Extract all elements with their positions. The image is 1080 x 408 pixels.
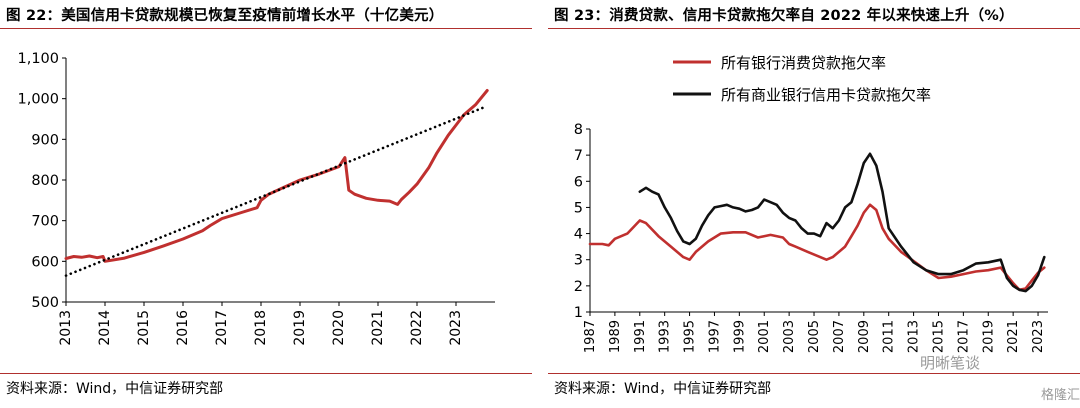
x-tick-label: 2015 [931, 320, 946, 353]
x-tick-label: 2017 [214, 310, 230, 346]
y-tick-label: 1,000 [17, 92, 59, 108]
y-tick-label: 600 [31, 254, 59, 270]
y-tick-label: 5 [574, 200, 583, 216]
x-tick-label: 2003 [782, 320, 797, 353]
x-tick-label: 2013 [58, 310, 74, 346]
x-tick-label: 2015 [136, 310, 152, 346]
y-tick-label: 700 [31, 214, 59, 230]
x-tick-label: 2021 [370, 310, 386, 346]
y-tick-label: 4 [574, 227, 583, 243]
y-tick-label: 7 [574, 148, 583, 164]
x-tick-label: 2022 [409, 310, 425, 346]
source-note: 资料来源：Wind，中信证券研究部 [554, 381, 772, 397]
trend-line [64, 105, 487, 277]
series-line-1 [638, 152, 1046, 293]
legend-label-0: 所有银行消费贷款拖欠率 [721, 54, 886, 72]
x-tick-label: 1991 [633, 320, 648, 353]
x-tick-label: 1993 [658, 320, 673, 353]
chart-panel-loans: 图 22：美国信用卡贷款规模已恢复至疫情前增长水平（十亿美元） 500 600 70… [0, 0, 532, 408]
title-divider [0, 28, 532, 29]
x-tick-label: 2018 [253, 310, 269, 346]
series-line-0 [64, 89, 489, 263]
x-tick-label: 2001 [757, 320, 772, 353]
chart-panel-delinquency: 图 23：消费贷款、信用卡贷款拖欠率自 2022 年以来快速上升（%） 1 2 3 4… [548, 0, 1080, 408]
source-note: 资料来源：Wind，中信证券研究部 [6, 381, 224, 397]
y-tick-label: 500 [31, 295, 59, 311]
x-tick-label: 2016 [175, 310, 191, 346]
x-tick-label: 2013 [907, 320, 922, 353]
y-tick-label: 8 [574, 122, 583, 138]
x-tick-label: 2019 [292, 310, 308, 346]
y-tick-label: 900 [31, 132, 59, 148]
x-tick-label: 1987 [583, 320, 598, 353]
x-tick-label: 2023 [448, 310, 464, 346]
x-tick-label: 1989 [608, 320, 623, 353]
x-tick-label: 2019 [981, 320, 996, 353]
x-tick-label: 2014 [97, 310, 113, 346]
x-tick-label: 1999 [732, 320, 747, 353]
y-tick-label: 3 [574, 253, 583, 269]
title-divider [548, 28, 1080, 29]
x-tick-label: 2023 [1031, 320, 1046, 353]
y-tick-label: 1 [574, 305, 583, 321]
y-tick-label: 800 [31, 173, 59, 189]
x-tick-label: 1995 [683, 320, 698, 353]
x-tick-label: 2005 [807, 320, 822, 353]
delinquency-rate-chart: 1 2 3 4 5 6 7 8 1987 1989 1991 1993 1995 1997 1999 2001… [574, 54, 1048, 353]
y-tick-label: 1,100 [17, 51, 59, 67]
x-tick-label: 2017 [956, 320, 971, 353]
series-line-0 [588, 203, 1046, 292]
source-divider [0, 373, 532, 374]
x-tick-label: 2009 [857, 320, 872, 353]
chart-title: 图 22：美国信用卡贷款规模已恢复至疫情前增长水平（十亿美元） [6, 8, 444, 24]
y-tick-label: 6 [574, 174, 583, 190]
x-tick-label: 2020 [331, 310, 347, 346]
y-tick-label: 2 [574, 279, 583, 295]
x-tick-label: 2007 [832, 320, 847, 353]
brand-watermark: 明晰笔谈 [919, 354, 980, 372]
legend-label-1: 所有商业银行信用卡贷款拖欠率 [721, 86, 931, 104]
site-watermark: 格隆汇 [1040, 388, 1080, 403]
x-tick-label: 1997 [707, 320, 722, 353]
chart-title: 图 23：消费贷款、信用卡贷款拖欠率自 2022 年以来快速上升（%） [554, 8, 1014, 24]
x-tick-label: 2021 [1006, 320, 1021, 353]
x-tick-label: 2011 [882, 320, 897, 353]
loan-volume-chart: 500 600 700 800 900 1,000 1,100 2013 2014 2015 201… [17, 51, 495, 346]
source-divider [548, 373, 1080, 374]
